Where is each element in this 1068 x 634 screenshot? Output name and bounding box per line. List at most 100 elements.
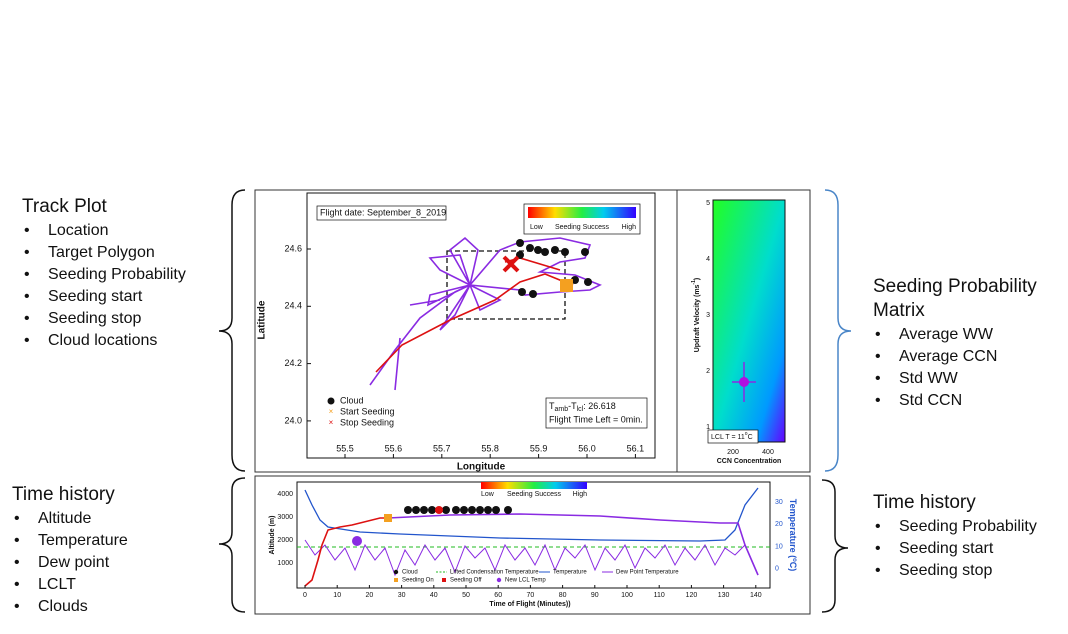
list-item: Average CCN [899,348,997,365]
heading: Track Plot [22,196,108,217]
info-part: -T [568,401,577,411]
x-tick-label: 55.7 [433,443,451,453]
x-axis-label: Time of Flight (Minutes)) [489,601,570,608]
legend-label: Cloud [402,570,418,576]
y-tick-label: 2000 [277,537,293,544]
y-tick-label: 24.6 [284,243,302,253]
x-tick-label: 50 [462,592,470,599]
y-tick-label: 1000 [277,560,293,567]
legend-label: Dew Point Temperature [616,570,679,576]
x-tick-label: 55.5 [336,443,354,453]
list-item: Location [48,222,109,239]
list-item: Dew point [38,554,110,571]
y-axis-label: Altitude (m) [269,516,276,555]
legend-marker [442,578,446,582]
new-lcl-marker [352,536,362,546]
altitude-line [387,513,759,576]
legend-label: New LCL Temp [505,578,546,584]
y-tick-label: 5 [706,200,710,207]
info-part: T [549,401,555,411]
x-tick-label: 130 [718,592,730,599]
bullet: • [14,576,20,593]
average-point [739,377,749,387]
lcl-part: LCL T = 11 [711,434,745,441]
bullet: • [875,326,881,343]
colorbar-label: Low [481,491,495,498]
list-item: Seeding start [48,288,143,305]
legend-marker [327,397,335,405]
y-tick-label: 24.4 [284,301,302,311]
y-tick-label: 24.2 [284,358,302,368]
y-tick-label: 24.0 [284,415,302,425]
label-part: ) [694,278,701,280]
lcl-part: C [748,434,753,441]
colorbar-label: Seeding Success [555,224,610,231]
legend-label: Cloud [340,395,364,405]
list-item: Seeding Probability [899,518,1037,535]
matrix-area [712,199,786,443]
bullet: • [875,540,881,557]
label-part: -1 [691,280,697,285]
legend-marker: × [329,407,334,416]
heading: Time history [12,484,115,505]
colorbar-label: High [622,224,637,231]
bullet: • [14,598,20,615]
bullet: • [875,392,881,409]
bullet: • [24,266,30,283]
list-item: Seeding Probability [48,266,186,283]
x-tick-label: 56.1 [627,443,645,453]
legend-label: Temperature [553,570,587,576]
x-tick-label: 20 [366,592,374,599]
x-tick-label: 56.0 [578,443,596,453]
bullet: • [875,562,881,579]
lcl-part: o [745,431,748,437]
info-text: Tamb-Tlcl: 26.618 [549,401,616,412]
x-tick-label: 55.6 [385,443,403,453]
seeding-off-marker [435,506,443,514]
list-item: Std CCN [899,392,962,409]
legend-marker [496,577,502,583]
x-tick-label: 0 [303,592,307,599]
x-tick-label: 110 [654,592,665,599]
x-tick-label: 55.9 [530,443,548,453]
x-tick-label: 70 [527,592,535,599]
list-item: Target Polygon [48,244,155,261]
x-axis-label: CCN Concentration [717,458,782,465]
y-tick-label: 3000 [277,514,293,521]
x-axis-label: Longitude [457,462,506,473]
x-tick-label: 10 [333,592,341,599]
bullet: • [24,244,30,261]
list-item: Average WW [899,326,994,343]
info-part: amb [555,406,569,413]
brace [218,189,246,472]
x-tick-label: 30 [398,592,406,599]
y-axis-label: Updraft Velocity (ms-1) [691,278,701,352]
flight-date: Flight date: September_8_2019 [320,207,446,217]
bullet: • [14,510,20,527]
bullet: • [14,532,20,549]
list-item: Cloud locations [48,332,157,349]
legend-label: Start Seeding [340,406,395,416]
x-tick-label: 80 [559,592,567,599]
x-tick-label: 40 [430,592,438,599]
info-part: : 26.618 [583,401,616,411]
legend-marker [394,578,398,582]
legend-label: Stop Seeding [340,417,394,427]
legend-label: Seeding On [402,578,434,584]
bullet: • [24,222,30,239]
panel [254,189,811,473]
y-tick-label: 4000 [277,491,293,498]
list-item: Clouds [38,598,88,615]
bullet: • [24,332,30,349]
panel [254,475,811,615]
bullet: • [14,554,20,571]
label-part: o [791,558,797,562]
label-part: C) [788,562,798,572]
list-item: Seeding start [899,540,994,557]
x-tick-label: 120 [686,592,698,599]
start-marker [560,279,573,292]
list-item: Seeding stop [48,310,142,327]
list-item: Std WW [899,370,959,387]
